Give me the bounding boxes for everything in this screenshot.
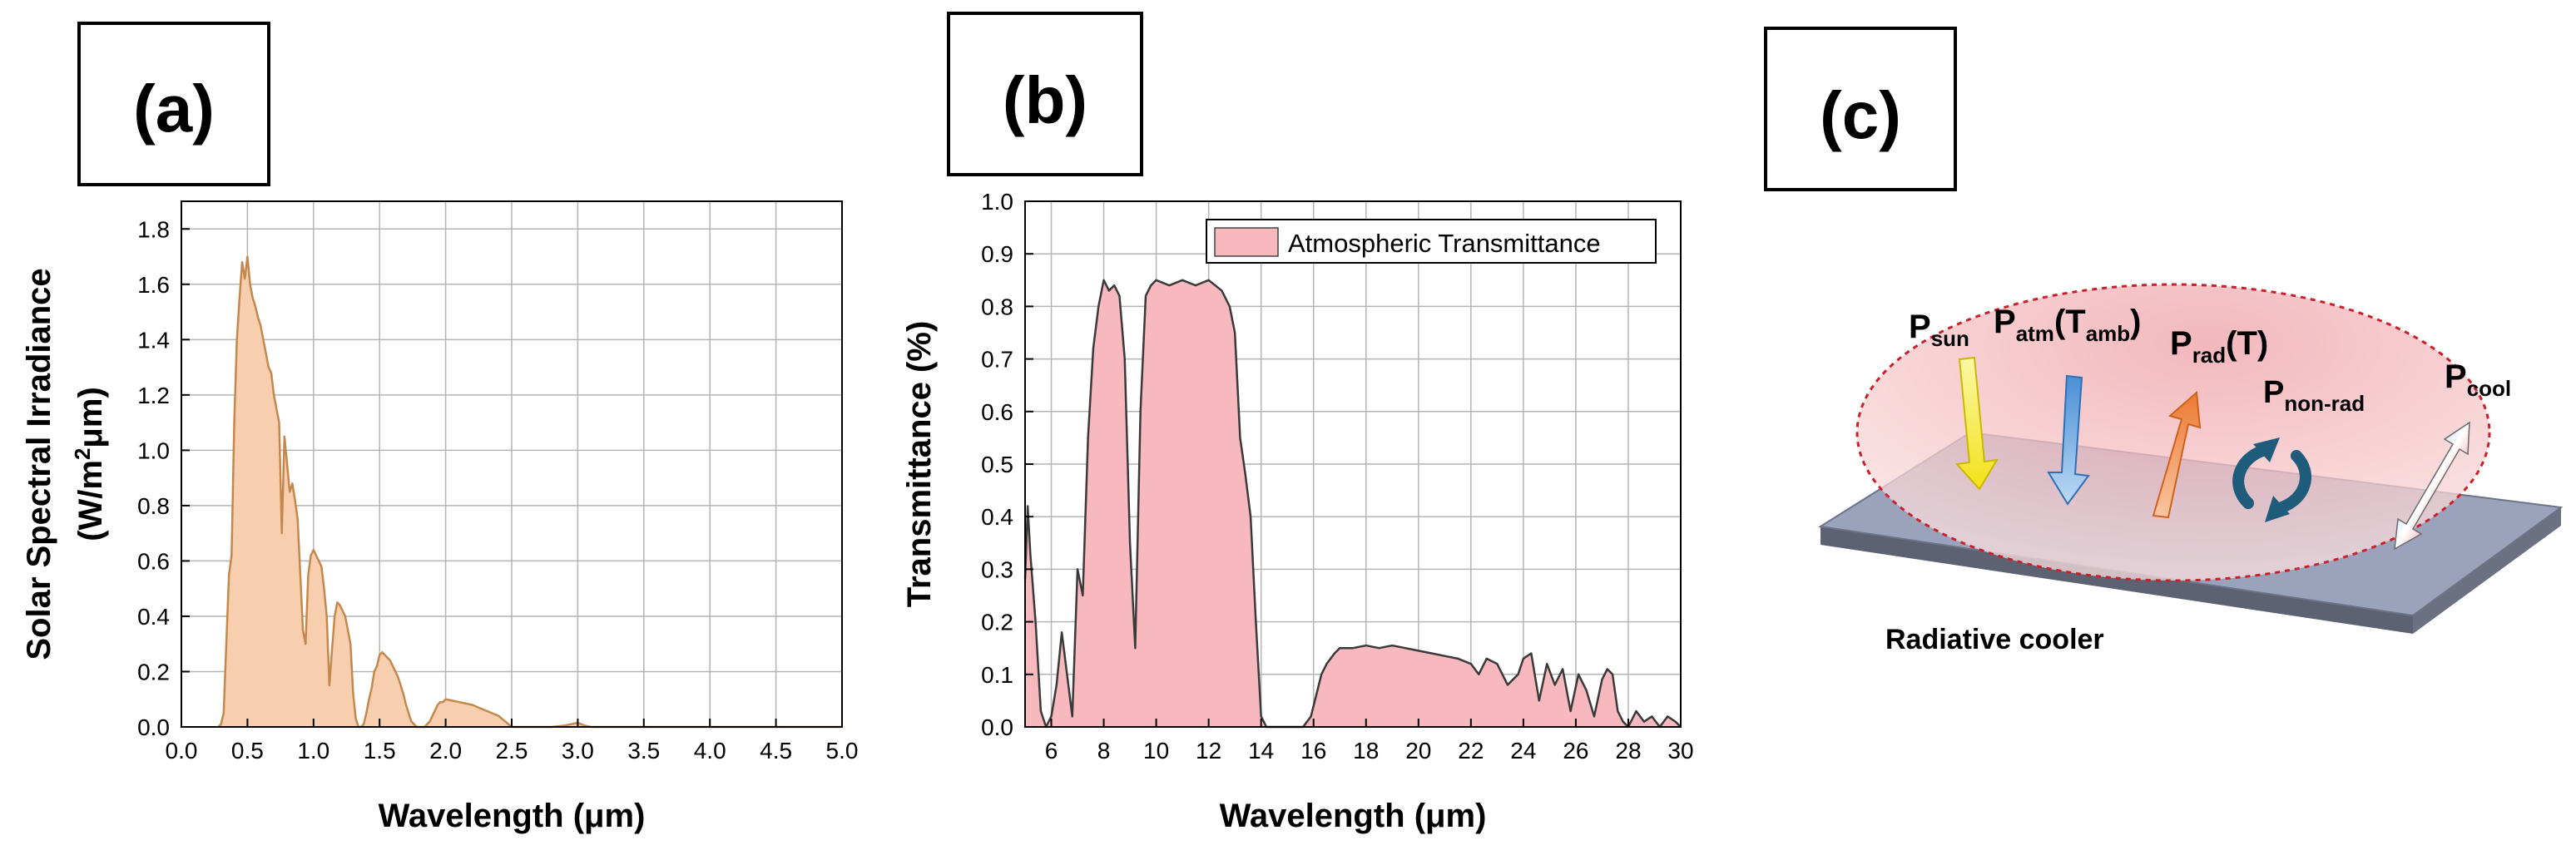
panel-c-label-box: (c)	[1764, 27, 1957, 191]
x-tick-label: 3.0	[562, 738, 594, 764]
y-tick-label: 1.6	[137, 272, 170, 298]
x-tick-label: 6	[1045, 738, 1058, 764]
p-atm-arrow	[2047, 374, 2090, 506]
y-tick-label: 1.0	[137, 437, 170, 463]
x-tick-label: 3.5	[627, 738, 660, 764]
y-tick-label: 0.0	[981, 714, 1013, 740]
y-tick-label: 0.5	[981, 452, 1013, 477]
atmosphere-dome	[1855, 283, 2491, 582]
x-tick-label: 28	[1615, 738, 1641, 764]
y-tick-label: 0.0	[137, 714, 170, 740]
chart-b-legend: Atmospheric Transmittance	[1206, 219, 1657, 264]
y-tick-label: 0.4	[137, 604, 170, 630]
x-tick-label: 4.5	[760, 738, 792, 764]
p-cool-arrow	[2394, 421, 2470, 551]
legend-swatch	[1214, 227, 1279, 257]
p-cool-label: Pcool	[2445, 358, 2511, 401]
panel-c-label: (c)	[1820, 78, 1901, 152]
y-tick-label: 0.6	[981, 399, 1013, 425]
panel-a-label: (a)	[133, 72, 215, 146]
panel-a-label-box: (a)	[77, 22, 270, 186]
p-rad-arrow	[2152, 390, 2202, 519]
x-tick-label: 14	[1248, 738, 1274, 764]
chart-b-xlabel: Wavelength (μm)	[1220, 798, 1487, 834]
x-tick-label: 2.5	[496, 738, 528, 764]
chart-a-ylabel-line2: (W/m2μm)	[70, 387, 109, 541]
y-tick-label: 0.6	[137, 548, 170, 574]
x-tick-label: 30	[1667, 738, 1693, 764]
panel-b-label-box: (b)	[947, 12, 1143, 176]
y-tick-label: 1.8	[137, 216, 170, 242]
y-tick-label: 1.2	[137, 383, 170, 408]
chart-b-atmospheric-transmittance: 6 8 10 12 14 16 18 20 22 24 26 28 30 0.0 0.1 0.2 0.3 0.4 0…	[901, 189, 1694, 834]
y-tick-label: 0.8	[981, 294, 1013, 319]
legend-label: Atmospheric Transmittance	[1288, 229, 1601, 258]
y-tick-label: 0.1	[981, 662, 1013, 688]
y-tick-label: 0.8	[137, 493, 170, 519]
y-tick-label: 0.9	[981, 241, 1013, 267]
x-tick-label: 18	[1353, 738, 1379, 764]
x-tick-label: 1.0	[297, 738, 329, 764]
chart-a-ticks: 0.0 0.5 1.0 1.5 2.0 2.5 3.0 3.5 4.0 4.5 5.0 0.0 0.2 0…	[137, 216, 858, 764]
y-tick-label: 1.0	[981, 189, 1013, 215]
y-tick-label: 1.4	[137, 327, 170, 353]
y-tick-label: 0.3	[981, 556, 1013, 582]
series-area	[1025, 279, 1681, 727]
x-tick-label: 16	[1300, 738, 1326, 764]
x-tick-label: 2.0	[429, 738, 462, 764]
y-tick-label: 0.4	[981, 504, 1013, 530]
p-atm-label: Patm(Tamb)	[1994, 304, 2142, 346]
chart-a-xlabel: Wavelength (μm)	[379, 798, 646, 834]
x-tick-label: 26	[1563, 738, 1588, 764]
p-sun-arrow	[1954, 356, 1999, 491]
x-tick-label: 4.0	[694, 738, 726, 764]
p-sun-label: Psun	[1909, 309, 1969, 351]
x-tick-label: 8	[1097, 738, 1111, 764]
chart-b-ylabel: Transmittance (%)	[901, 321, 938, 608]
panel-b-label: (b)	[1003, 63, 1087, 137]
p-rad-label: Prad(T)	[2170, 325, 2268, 368]
series-area	[218, 256, 842, 727]
x-tick-label: 10	[1143, 738, 1169, 764]
x-tick-label: 0.5	[231, 738, 264, 764]
x-tick-label: 12	[1196, 738, 1221, 764]
y-tick-label: 0.7	[981, 347, 1013, 373]
panel-c-schematic: Psun Patm(Tamb) Prad(T) Pnon-rad Pcool R…	[1818, 283, 2564, 655]
p-non-rad-label: Pnon-rad	[2263, 375, 2365, 416]
x-tick-label: 20	[1405, 738, 1431, 764]
chart-a-ylabel-line1: Solar Spectral Irradiance	[21, 268, 57, 660]
x-tick-label: 5.0	[826, 738, 859, 764]
series-line	[1023, 279, 1682, 729]
series-line	[217, 255, 842, 729]
radiative-cooler-label: Radiative cooler	[1885, 624, 2104, 655]
chart-a-solar-irradiance: 0.0 0.5 1.0 1.5 2.0 2.5 3.0 3.5 4.0 4.5 5.0 0.0 0.2 0…	[21, 200, 858, 834]
chart-b-ticks: 6 8 10 12 14 16 18 20 22 24 26 28 30 0.0 0.1 0.2 0.3 0.4 0…	[981, 189, 1694, 764]
chart-a-data	[217, 255, 842, 729]
p-non-rad-icon	[2232, 437, 2311, 522]
y-tick-label: 0.2	[981, 610, 1013, 635]
x-tick-label: 22	[1458, 738, 1484, 764]
chart-b-data	[1023, 279, 1682, 729]
x-tick-label: 0.0	[166, 738, 198, 764]
x-tick-label: 24	[1510, 738, 1536, 764]
x-tick-label: 1.5	[364, 738, 396, 764]
y-tick-label: 0.2	[137, 659, 170, 685]
